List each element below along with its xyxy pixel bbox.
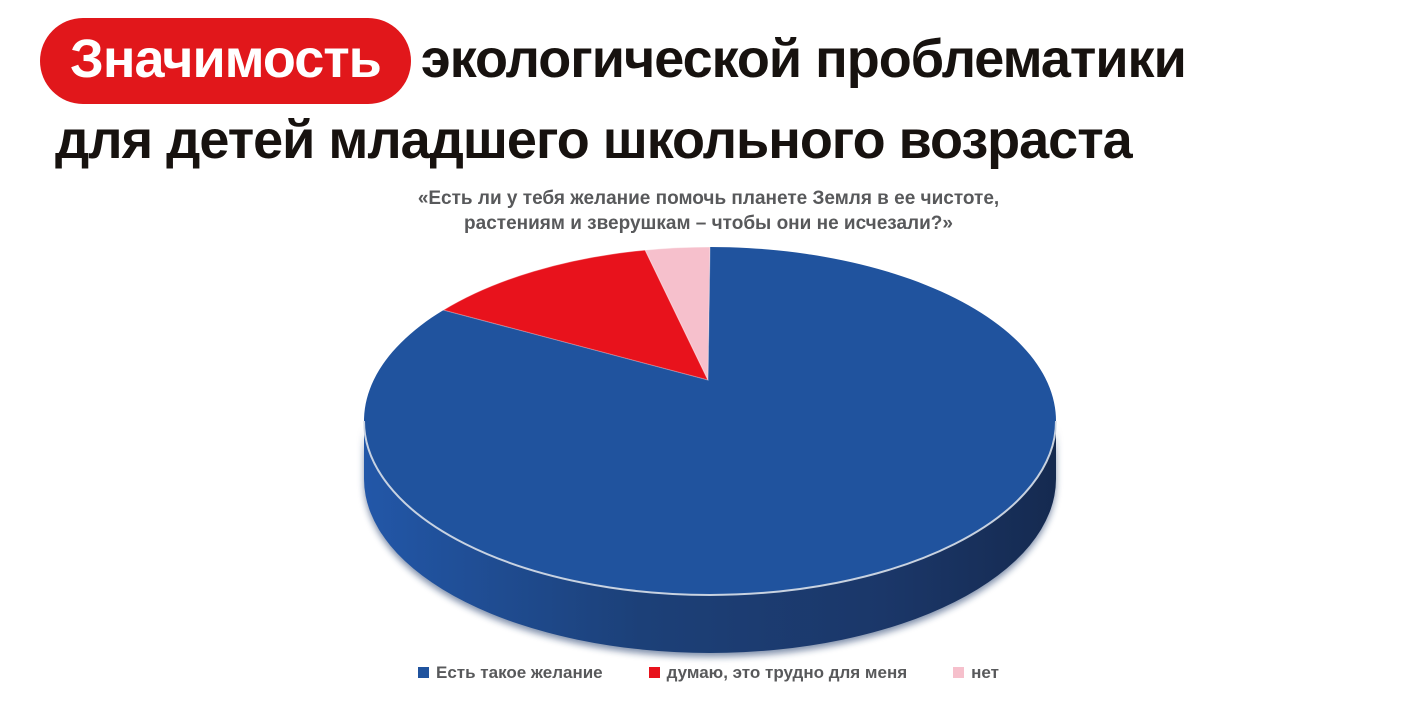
title-line1: Значимость экологической проблематики	[40, 18, 1380, 104]
pie-slice-2	[644, 246, 711, 381]
legend-item-0: Есть такое желание	[418, 663, 603, 683]
legend-item-2: нет	[953, 663, 999, 683]
chart-question-line2: растениям и зверушкам – чтобы они не исч…	[464, 213, 953, 235]
legend-swatch-0	[418, 667, 429, 678]
legend-swatch-1	[648, 667, 660, 678]
legend-label-0: Есть такое желание	[436, 663, 603, 682]
chart-legend: Есть такое желание думаю, это трудно для…	[0, 663, 1417, 683]
pie-slice-1	[442, 249, 709, 381]
legend-label-2: нет	[971, 663, 999, 682]
title-highlight-pill: Значимость	[40, 18, 411, 104]
title-line1-text: экологической проблематики	[420, 29, 1187, 89]
legend-swatch-2	[953, 667, 965, 678]
pie-side-band	[364, 421, 1056, 653]
pie-rim-highlight	[363, 420, 1057, 596]
legend-item-1: думаю, это трудно для меня	[648, 663, 908, 683]
legend-label-1: думаю, это трудно для меня	[666, 663, 908, 682]
chart-question: «Есть ли у тебя желание помочь планете З…	[0, 186, 1417, 236]
title-line2-text: для детей младшего школьного возраста	[55, 110, 1133, 170]
chart-question-line1: «Есть ли у тебя желание помочь планете З…	[417, 188, 1000, 209]
header: Значимость экологической проблематики дл…	[40, 18, 1380, 169]
pie-slice-0	[363, 247, 1056, 595]
